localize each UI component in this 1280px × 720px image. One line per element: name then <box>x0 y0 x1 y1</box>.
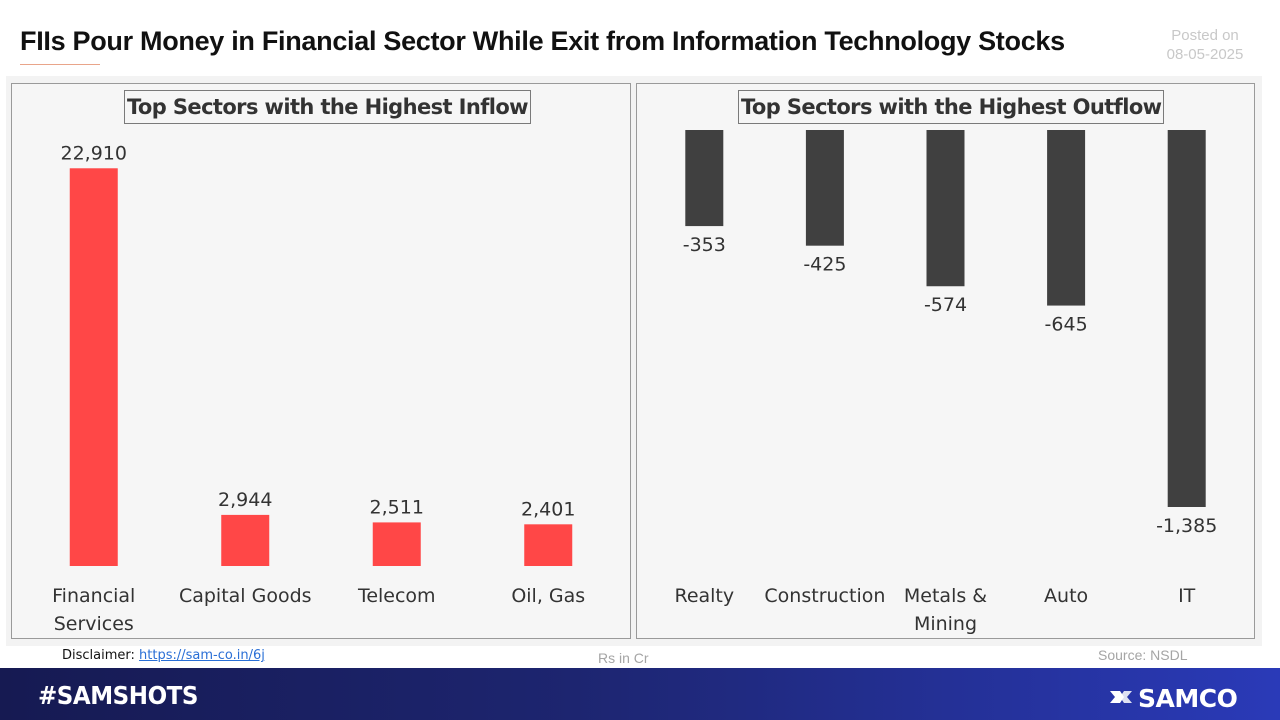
bar-0 <box>69 168 118 566</box>
inflow-chart-svg: 22,910 Financial Services 2,944 Capital Good… <box>52 142 585 635</box>
bar-4 <box>1167 130 1206 507</box>
category-label-1: Capital Goods <box>179 585 312 607</box>
inflow-chart-title: Top Sectors with the Highest Inflow <box>124 90 531 124</box>
samco-logo-icon <box>1110 691 1132 703</box>
page-title: FIIs Pour Money in Financial Sector Whil… <box>20 26 1065 56</box>
data-label-0: -353 <box>683 234 726 256</box>
category-label-4: IT <box>1178 585 1196 607</box>
bar-3 <box>524 524 573 566</box>
bar-3 <box>1047 130 1086 306</box>
category-label-2-line-1: Mining <box>914 613 977 635</box>
category-label-3: Auto <box>1044 585 1088 607</box>
disclaimer-link[interactable]: https://sam-co.in/6j <box>139 648 265 663</box>
category-label-3: Oil, Gas <box>511 585 585 607</box>
bar-1 <box>221 514 270 566</box>
data-label-4: -1,385 <box>1156 515 1217 537</box>
posted-label: Posted on <box>1171 27 1239 44</box>
category-label-1: Construction <box>764 585 885 607</box>
category-label-2: Telecom <box>357 585 436 607</box>
bar-1 <box>805 130 844 246</box>
outflow-chart-svg: -353 Realty -425 Construction -574 Metals & Mi… <box>674 130 1217 635</box>
brand-logo: SAMCO <box>1108 683 1238 713</box>
brand-name: SAMCO <box>1138 683 1238 713</box>
source-note: Source: NSDL <box>1098 647 1188 663</box>
data-label-2: 2,511 <box>370 496 424 518</box>
data-label-2: -574 <box>924 294 967 316</box>
data-label-1: 2,944 <box>218 489 272 511</box>
posted-date: Posted on 08-05-2025 <box>1160 26 1250 64</box>
category-label-0-line-1: Services <box>54 613 134 635</box>
bar-0 <box>685 130 724 227</box>
data-label-3: -645 <box>1045 314 1088 336</box>
disclaimer-label: Disclaimer: <box>62 648 135 663</box>
hashtag-label: #SAMSHOTS <box>38 681 199 710</box>
posted-date-value: 08-05-2025 <box>1166 46 1244 63</box>
data-label-0: 22,910 <box>61 142 127 164</box>
bar-2 <box>926 130 965 287</box>
category-label-2: Metals & <box>904 585 987 607</box>
title-underline <box>20 64 100 65</box>
data-label-3: 2,401 <box>521 498 575 520</box>
outflow-chart: -353 Realty -425 Construction -574 Metals & Mi… <box>636 83 1255 639</box>
category-label-0: Realty <box>674 585 734 607</box>
category-label-0: Financial <box>52 585 135 607</box>
units-note: Rs in Cr <box>598 650 649 666</box>
bar-2 <box>372 522 421 566</box>
disclaimer: Disclaimer: https://sam-co.in/6j <box>62 648 265 663</box>
inflow-chart: 22,910 Financial Services 2,944 Capital Good… <box>11 83 631 639</box>
bottom-banner <box>0 668 1280 720</box>
data-label-1: -425 <box>803 254 846 276</box>
outflow-chart-title: Top Sectors with the Highest Outflow <box>738 90 1165 124</box>
